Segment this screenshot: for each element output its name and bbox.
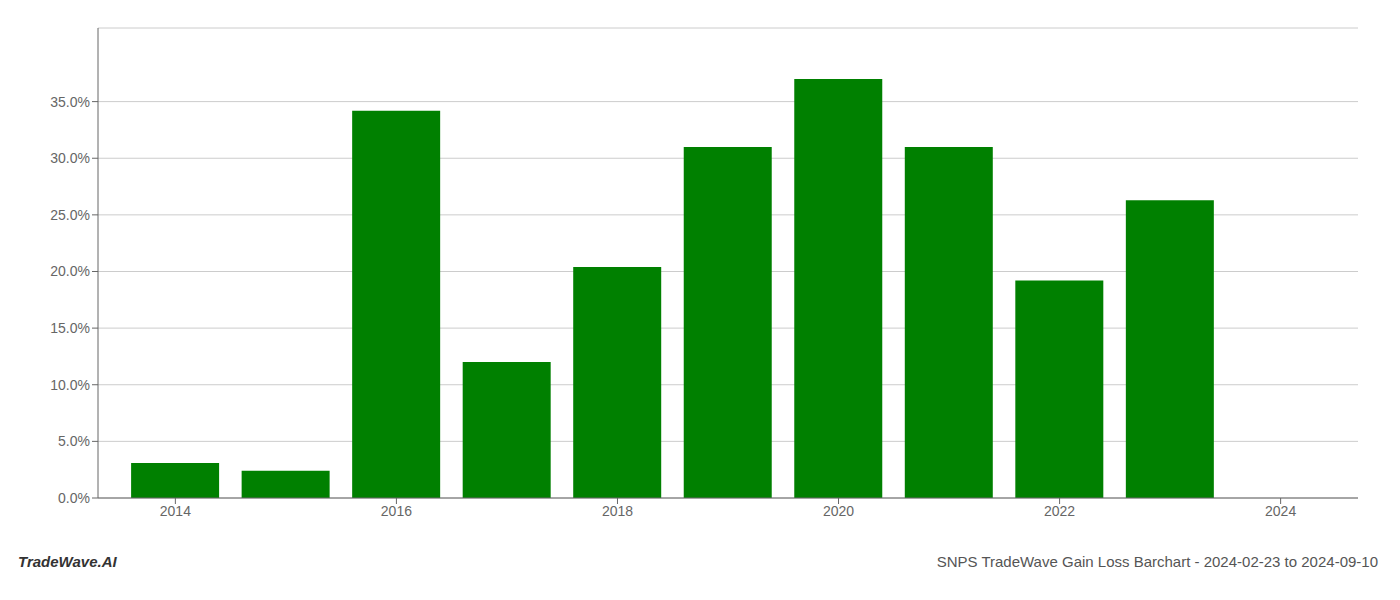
- svg-text:2024: 2024: [1265, 503, 1296, 519]
- svg-text:0.0%: 0.0%: [58, 490, 90, 506]
- svg-text:5.0%: 5.0%: [58, 433, 90, 449]
- svg-text:2016: 2016: [381, 503, 412, 519]
- svg-text:25.0%: 25.0%: [50, 207, 90, 223]
- html-text:TradeWave.AI: TradeWave.AI: [18, 553, 117, 570]
- svg-text:15.0%: 15.0%: [50, 320, 90, 336]
- html-text:SNPS TradeWave Gain Loss Barch: SNPS TradeWave Gain Loss Barchart - 2024…: [936, 553, 1378, 570]
- svg-text:2022: 2022: [1044, 503, 1075, 519]
- svg-text:20.0%: 20.0%: [50, 263, 90, 279]
- svg-text:2018: 2018: [602, 503, 633, 519]
- svg-text:30.0%: 30.0%: [50, 150, 90, 166]
- svg-text:35.0%: 35.0%: [50, 94, 90, 110]
- svg-text:10.0%: 10.0%: [50, 377, 90, 393]
- svg-text:2020: 2020: [823, 503, 854, 519]
- svg-text:2014: 2014: [160, 503, 191, 519]
